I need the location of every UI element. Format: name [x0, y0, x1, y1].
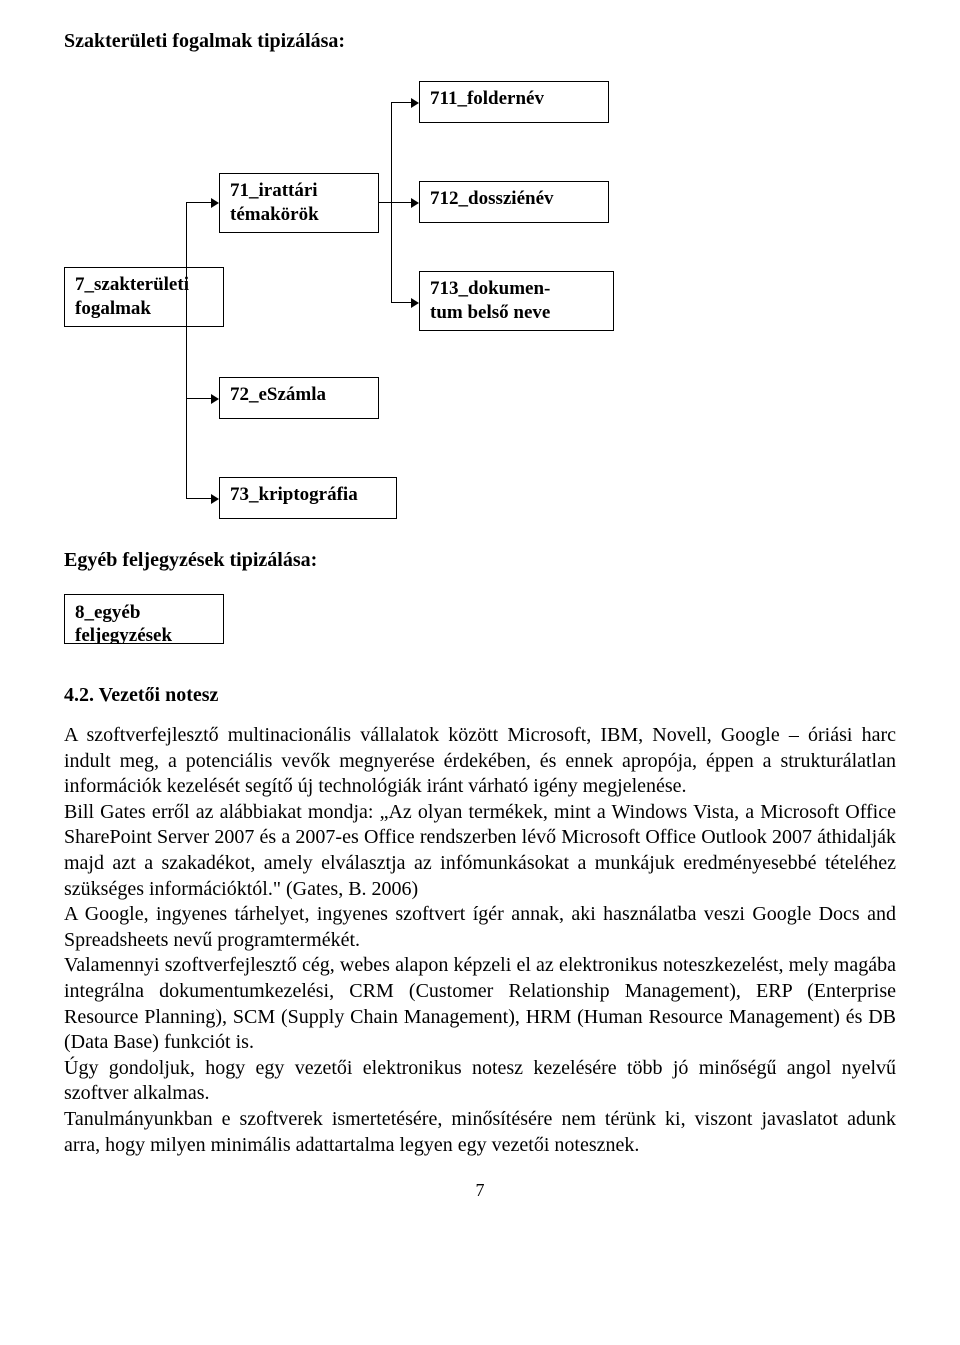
- para-5: Úgy gondoljuk, hogy egy vezetői elektron…: [64, 1056, 896, 1107]
- conn-vert-7: [186, 202, 187, 498]
- arrow-71: [211, 198, 219, 208]
- para-4: Valamennyi szoftverfejlesztő cég, webes …: [64, 953, 896, 1055]
- para-2: Bill Gates erről az alábbiakat mondja: „…: [64, 800, 896, 902]
- arrow-713: [411, 298, 419, 308]
- node-711-foldernev: 711_foldernév: [419, 81, 609, 123]
- conn-h-72: [186, 398, 211, 399]
- diagram-1: 711_foldernév 71_irattári témakörök 712_…: [64, 81, 896, 521]
- node-7-l2: fogalmak: [75, 298, 151, 319]
- heading-4-2: 4.2. Vezetői notesz: [64, 684, 896, 707]
- node-71-l1: 71_irattári: [230, 180, 318, 201]
- conn-h-712: [391, 202, 411, 203]
- node-712-dosszienev: 712_dossziénév: [419, 181, 609, 223]
- section1-title: Szakterületi fogalmak tipizálása:: [64, 30, 896, 53]
- node-71-irattari: 71_irattári témakörök: [219, 173, 379, 233]
- node-713-l2: tum belső neve: [430, 302, 550, 323]
- node-7-l1: 7_szakterületi: [75, 274, 189, 295]
- section2-title: Egyéb feljegyzések tipizálása:: [64, 549, 896, 572]
- node-7-szakteruleti: 7_szakterületi fogalmak: [64, 267, 224, 327]
- para-6: Tanulmányunkban e szoftverek ismertetésé…: [64, 1107, 896, 1158]
- node-72-eszamla: 72_eSzámla: [219, 377, 379, 419]
- node-8-l2: feljegyzések: [75, 625, 172, 644]
- node-713-dokumentum: 713_dokumen- tum belső neve: [419, 271, 614, 331]
- page-number: 7: [64, 1180, 896, 1201]
- node-8-egyeb: 8_egyéb feljegyzések: [64, 594, 224, 644]
- para-1: A szoftverfejlesztő multinacionális váll…: [64, 723, 896, 800]
- node-8-l1: 8_egyéb: [75, 602, 140, 623]
- arrow-712: [411, 198, 419, 208]
- conn-h-711: [391, 102, 411, 103]
- node-73-kriptografia: 73_kriptográfia: [219, 477, 397, 519]
- arrow-72: [211, 394, 219, 404]
- arrow-711: [411, 98, 419, 108]
- arrow-73: [211, 494, 219, 504]
- node-71-l2: témakörök: [230, 204, 319, 225]
- conn-h-73: [186, 498, 211, 499]
- conn-h-71: [186, 202, 211, 203]
- node-713-l1: 713_dokumen-: [430, 278, 550, 299]
- conn-h-713: [391, 302, 411, 303]
- conn-stub-71: [379, 202, 391, 203]
- para-3: A Google, ingyenes tárhelyet, ingyenes s…: [64, 902, 896, 953]
